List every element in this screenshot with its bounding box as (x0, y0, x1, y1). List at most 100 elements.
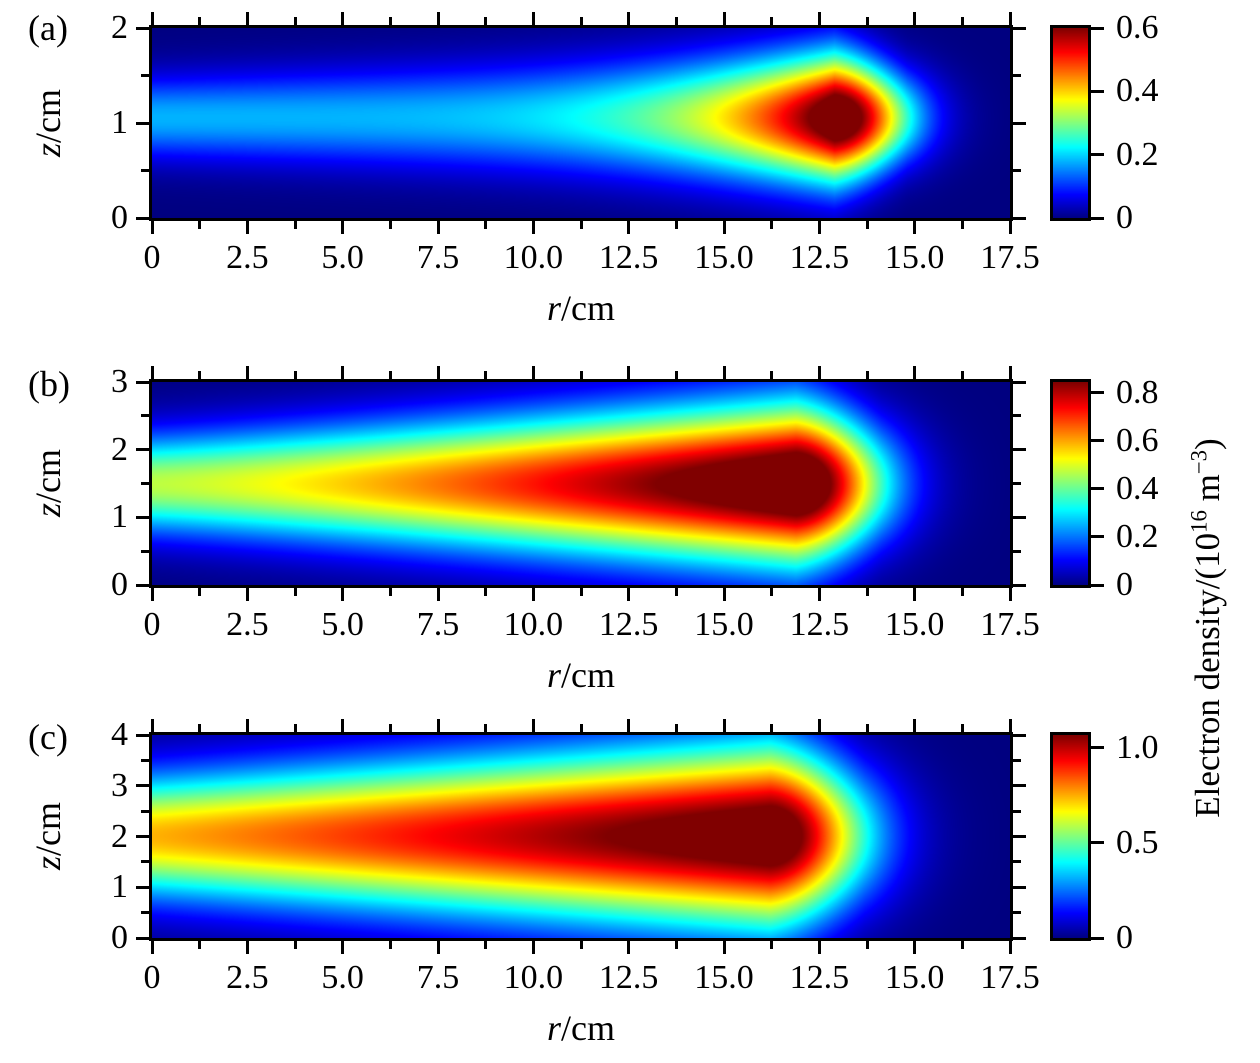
x-tick-mark (579, 588, 583, 596)
x-tick-mark-top (960, 724, 964, 732)
x-tick-mark-top (770, 724, 774, 732)
x-tick-label: 7.5 (416, 606, 460, 643)
x-tick-mark-top (674, 17, 678, 25)
x-tick-mark (1008, 221, 1012, 234)
y-tick-mark (136, 835, 149, 838)
x-tick-mark (341, 588, 345, 601)
colorbar-tick-label: 0.4 (1116, 469, 1159, 507)
x-tick-mark (198, 941, 202, 949)
x-tick-label: 12.5 (598, 959, 659, 996)
x-tick-mark-top (484, 371, 488, 379)
x-tick-mark-top (531, 12, 535, 25)
y-tick-label: 0 (111, 566, 128, 603)
x-tick-label: 2.5 (226, 959, 269, 996)
x-tick-mark-top (817, 719, 821, 732)
x-tick-mark-top (579, 371, 583, 379)
heatmap-plot-c (149, 732, 1013, 941)
x-tick-mark-top (627, 366, 631, 379)
x-tick-mark (531, 588, 535, 601)
x-tick-mark-top (484, 724, 488, 732)
colorbar-tick-mark (1091, 439, 1104, 443)
y-tick-mark (136, 515, 149, 519)
x-tick-mark (1008, 941, 1012, 954)
x-tick-mark-top (770, 371, 774, 379)
x-axis-label-a: r/cm (547, 288, 615, 328)
y-tick-mark (136, 216, 149, 220)
y-tick-label: 2 (111, 817, 128, 855)
x-tick-mark-top (531, 719, 535, 732)
x-tick-mark-top (388, 371, 392, 379)
x-tick-mark-top (341, 12, 345, 25)
x-tick-mark (293, 941, 297, 949)
y-tick-mark (141, 169, 149, 172)
x-tick-label: 17.5 (980, 239, 1040, 276)
x-tick-label: 12.5 (789, 606, 850, 643)
x-tick-mark (817, 588, 821, 601)
y-tick-mark-right (1013, 26, 1026, 30)
y-tick-mark-right (1013, 583, 1026, 587)
x-tick-mark (770, 221, 774, 229)
y-tick-mark-right (1013, 758, 1021, 762)
y-tick-mark (141, 860, 149, 864)
x-tick-mark-top (245, 12, 249, 25)
x-tick-label: 0 (143, 239, 161, 276)
x-tick-label: 0 (143, 959, 161, 996)
colorbar-title-unit-exponent: −3 (1186, 449, 1212, 475)
x-tick-mark-top (341, 719, 345, 732)
x-tick-mark-top (245, 366, 249, 379)
x-tick-mark (960, 221, 964, 229)
y-tick-label: 1 (111, 104, 128, 141)
y-tick-mark (141, 809, 149, 813)
colorbar-tick-mark (1091, 153, 1104, 157)
x-tick-label: 5.0 (321, 606, 364, 643)
x-tick-mark-top (245, 719, 249, 732)
y-tick-mark (136, 784, 149, 788)
x-tick-mark (579, 941, 583, 949)
colorbar-a (1050, 25, 1091, 221)
colorbar-tick-label: 0.6 (1116, 421, 1159, 459)
panel-label-b: (b) (28, 364, 70, 404)
colorbar-tick-mark (1091, 89, 1104, 93)
x-tick-mark (150, 588, 154, 601)
colorbar-tick-label: 0.4 (1116, 72, 1159, 110)
x-tick-mark (198, 221, 202, 229)
y-tick-mark-right (1013, 784, 1026, 788)
x-tick-label: 15.0 (694, 239, 754, 276)
y-tick-mark (141, 74, 149, 77)
x-tick-mark (484, 941, 488, 949)
x-tick-mark (293, 588, 297, 596)
x-tick-label: 2.5 (226, 239, 269, 276)
x-tick-mark-top (722, 719, 726, 732)
x-tick-mark (436, 941, 440, 954)
x-tick-mark-top (817, 12, 821, 25)
x-tick-label: 10.0 (503, 959, 564, 996)
y-tick-mark (141, 758, 149, 762)
x-tick-label: 15.0 (884, 959, 945, 996)
y-tick-label: 4 (111, 716, 128, 753)
colorbar-c (1050, 732, 1091, 941)
y-tick-mark-right (1013, 733, 1026, 737)
x-tick-mark-top (150, 12, 154, 25)
x-tick-mark (627, 221, 631, 234)
x-tick-mark (531, 221, 535, 234)
colorbar-tick-mark (1091, 583, 1104, 587)
x-tick-mark-top (722, 366, 726, 379)
x-tick-mark (150, 941, 154, 954)
x-tick-mark-top (293, 724, 297, 732)
x-tick-label: 12.5 (598, 239, 659, 276)
y-tick-mark-right (1013, 380, 1026, 384)
colorbar-canvas-b (1053, 382, 1088, 585)
x-tick-label: 12.5 (789, 959, 850, 996)
x-tick-mark (770, 941, 774, 949)
x-tick-mark-top (960, 371, 964, 379)
x-tick-mark-top (436, 366, 440, 379)
y-tick-label: 0 (111, 199, 128, 236)
x-tick-mark (627, 941, 631, 954)
x-tick-mark (770, 588, 774, 596)
y-tick-mark-right (1013, 549, 1021, 553)
x-tick-mark (150, 221, 154, 234)
y-tick-mark (136, 121, 149, 125)
x-tick-mark-top (865, 724, 869, 732)
colorbar-tick-label: 0.6 (1116, 9, 1159, 46)
